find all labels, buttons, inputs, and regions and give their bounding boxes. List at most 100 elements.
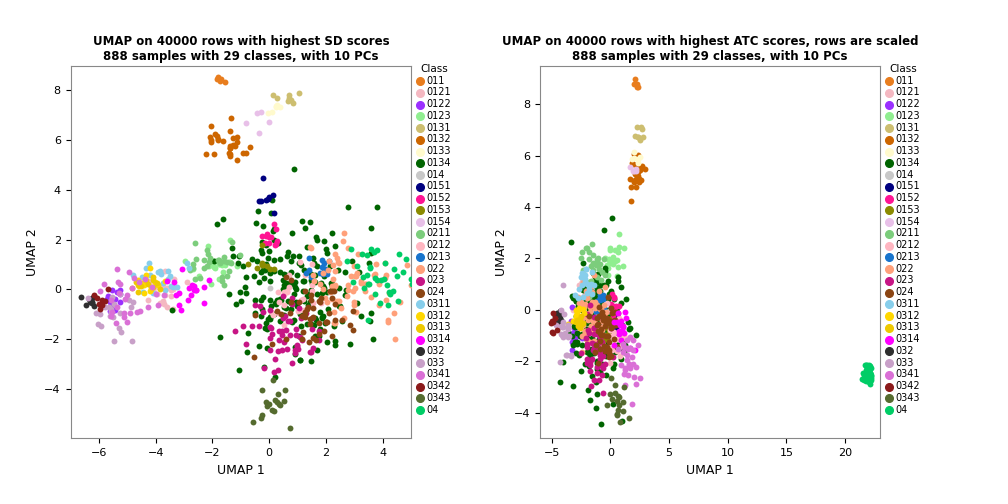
Point: [282, 331, 298, 339]
Point: [598, 320, 614, 328]
Point: [554, 323, 571, 331]
Point: [602, 317, 618, 325]
Point: [586, 271, 602, 279]
X-axis label: UMAP 1: UMAP 1: [686, 464, 734, 477]
Point: [575, 297, 591, 305]
Point: [587, 291, 603, 299]
Point: [202, 254, 218, 262]
Point: [184, 265, 201, 273]
Point: [108, 319, 124, 327]
Point: [593, 420, 609, 428]
Point: [609, 343, 625, 351]
Point: [591, 270, 607, 278]
Point: [325, 295, 341, 303]
Point: [597, 322, 613, 330]
Point: [573, 254, 589, 262]
Point: [569, 297, 585, 305]
Point: [141, 259, 157, 267]
Point: [615, 337, 631, 345]
Point: [265, 191, 281, 199]
Point: [311, 320, 328, 328]
Point: [613, 336, 629, 344]
Point: [605, 333, 621, 341]
Point: [597, 267, 613, 275]
Point: [630, 155, 646, 163]
Point: [152, 285, 168, 293]
Point: [319, 249, 335, 258]
Point: [581, 329, 597, 337]
Point: [288, 298, 304, 306]
Point: [580, 355, 596, 363]
Point: [574, 281, 590, 289]
Point: [580, 343, 596, 351]
Point: [263, 406, 279, 414]
Point: [618, 295, 634, 303]
Point: [571, 306, 587, 314]
Point: [627, 175, 643, 183]
Point: [582, 358, 598, 366]
Point: [317, 265, 333, 273]
Point: [614, 317, 630, 325]
Point: [215, 261, 231, 269]
Point: [581, 287, 597, 295]
Point: [270, 366, 286, 374]
Point: [267, 300, 283, 308]
Point: [609, 397, 625, 405]
Point: [582, 328, 598, 336]
Point: [235, 149, 251, 157]
Point: [574, 304, 590, 312]
Point: [206, 258, 222, 266]
Point: [142, 271, 158, 279]
Point: [292, 310, 308, 318]
Point: [598, 308, 614, 316]
Point: [349, 263, 365, 271]
Point: [346, 298, 362, 306]
Point: [181, 284, 198, 292]
Point: [591, 359, 607, 367]
Point: [106, 337, 122, 345]
Point: [377, 259, 393, 267]
Point: [305, 304, 322, 312]
Point: [215, 268, 231, 276]
Point: [615, 342, 631, 350]
Point: [348, 272, 364, 280]
Point: [327, 308, 343, 317]
Point: [137, 264, 153, 272]
Point: [275, 301, 291, 309]
Point: [296, 297, 312, 305]
Point: [304, 279, 321, 287]
Point: [589, 390, 605, 398]
Point: [859, 366, 875, 374]
Point: [231, 366, 247, 374]
Point: [614, 321, 630, 329]
Point: [595, 313, 611, 321]
Point: [595, 312, 611, 320]
Point: [221, 290, 237, 298]
Point: [586, 259, 602, 267]
Point: [229, 156, 245, 164]
Point: [322, 262, 338, 270]
Point: [262, 305, 278, 313]
Point: [595, 317, 611, 325]
Point: [583, 324, 599, 332]
Point: [255, 307, 271, 316]
Point: [371, 280, 387, 288]
Point: [603, 287, 619, 295]
Point: [204, 257, 220, 265]
Point: [426, 261, 443, 269]
Point: [395, 268, 411, 276]
Point: [363, 224, 379, 232]
Point: [590, 287, 606, 295]
Point: [284, 318, 300, 326]
Point: [620, 371, 636, 379]
Point: [225, 141, 241, 149]
Point: [339, 286, 355, 294]
Point: [363, 308, 379, 317]
Point: [262, 314, 278, 323]
Point: [624, 400, 640, 408]
Point: [263, 209, 279, 217]
Point: [256, 274, 272, 282]
Point: [327, 300, 343, 308]
Point: [584, 325, 600, 333]
Point: [604, 321, 620, 329]
